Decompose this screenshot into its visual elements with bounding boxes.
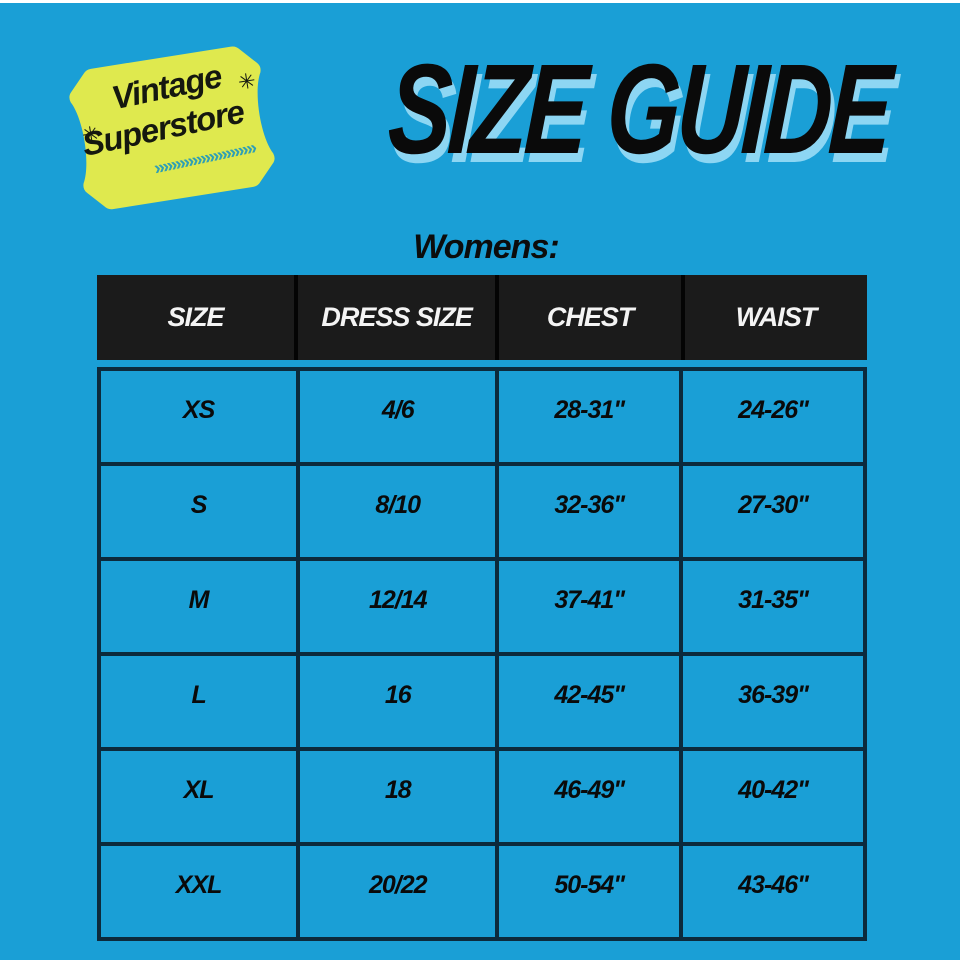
cell-dress-size: 4/6 [296,367,500,466]
cell-chest: 46-49" [495,747,684,846]
cell-chest: 50-54" [495,842,684,941]
cell-waist: 27-30" [679,462,867,561]
column-header-dress-size: DRESS SIZE [294,275,495,360]
cell-dress-size: 18 [296,747,500,846]
cell-dress-size: 12/14 [296,557,500,656]
title-block: SIZE GUIDE [333,28,945,192]
logo-badge-shape [69,46,275,210]
starburst-icon-right: ✳ [236,69,258,95]
cell-chest: 28-31" [495,367,684,466]
cell-size: S [96,462,301,561]
table-row-xl: XL 18 46-49" 40-42" [96,747,867,846]
table-row-xxl: XXL 20/22 50-54" 43-46" [96,842,867,941]
size-table-body: XS 4/6 28-31" 24-26" S 8/10 32-36" 27-30… [96,367,867,941]
vintage-superstore-logo: ✳ Vintage ✳ Superstore »»»»»»»»»»»» [59,37,282,219]
cell-waist: 24-26" [679,367,867,466]
top-edge-strip [0,0,960,3]
cell-waist: 31-35" [679,557,867,656]
cell-chest: 42-45" [495,652,684,751]
cell-size: XS [96,367,301,466]
cell-chest: 37-41" [495,557,684,656]
table-row-m: M 12/14 37-41" 31-35" [96,557,867,656]
cell-waist: 36-39" [679,652,867,751]
table-row-l: L 16 42-45" 36-39" [96,652,867,751]
cell-dress-size: 8/10 [296,462,500,561]
cell-waist: 43-46" [679,842,867,941]
cell-size: XXL [96,842,301,941]
column-header-chest: CHEST [495,275,681,360]
page-title: SIZE GUIDE [385,38,893,181]
cell-size: M [96,557,301,656]
table-row-xs: XS 4/6 28-31" 24-26" [96,367,867,466]
column-header-waist: WAIST [681,275,867,360]
cell-dress-size: 20/22 [296,842,500,941]
table-header-row: SIZE DRESS SIZE CHEST WAIST [97,275,867,360]
cell-waist: 40-42" [679,747,867,846]
cell-dress-size: 16 [296,652,500,751]
column-header-size: SIZE [167,302,225,332]
size-table: SIZE DRESS SIZE CHEST WAIST XS 4/6 28-31… [96,275,867,941]
cell-size: L [96,652,301,751]
table-row-s: S 8/10 32-36" 27-30" [96,462,867,561]
section-label-womens: Womens: [413,228,559,266]
cell-size: XL [96,747,301,846]
cell-chest: 32-36" [495,462,684,561]
